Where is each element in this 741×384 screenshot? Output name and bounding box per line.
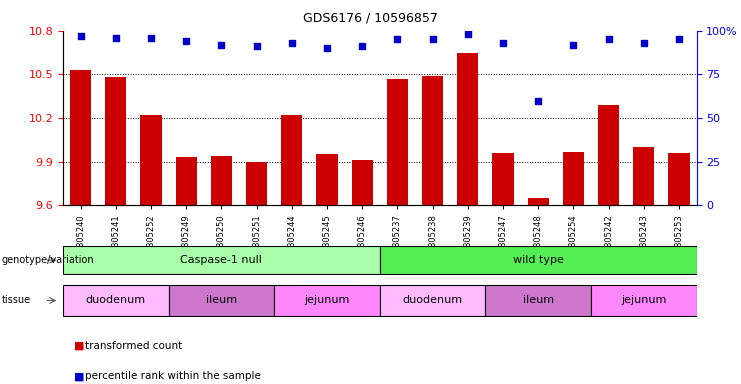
Text: Caspase-1 null: Caspase-1 null: [181, 255, 262, 265]
Text: percentile rank within the sample: percentile rank within the sample: [85, 371, 261, 381]
Bar: [168, 285, 274, 316]
Bar: [351, 160, 373, 205]
Bar: [176, 157, 197, 205]
Bar: [63, 247, 379, 274]
Point: [427, 36, 439, 43]
Point: [391, 36, 403, 43]
Point: [673, 36, 685, 43]
Point: [250, 43, 262, 50]
Bar: [379, 247, 697, 274]
Bar: [246, 162, 267, 205]
Text: jejunum: jejunum: [305, 295, 350, 306]
Point: [532, 98, 544, 104]
Bar: [562, 152, 584, 205]
Bar: [105, 77, 126, 205]
Point: [75, 33, 87, 39]
Point: [145, 35, 157, 41]
Bar: [281, 115, 302, 205]
Text: transformed count: transformed count: [85, 341, 182, 351]
Bar: [528, 198, 548, 205]
Point: [180, 38, 192, 44]
Bar: [598, 105, 619, 205]
Text: ileum: ileum: [522, 295, 554, 306]
Point: [356, 43, 368, 50]
Bar: [492, 153, 514, 205]
Text: duodenum: duodenum: [86, 295, 146, 306]
Text: tissue: tissue: [1, 295, 30, 306]
Point: [216, 41, 227, 48]
Bar: [633, 147, 654, 205]
Point: [497, 40, 509, 46]
Bar: [457, 53, 478, 205]
Text: wild type: wild type: [513, 255, 564, 265]
Bar: [591, 285, 697, 316]
Bar: [70, 70, 91, 205]
Bar: [210, 156, 232, 205]
Point: [602, 36, 614, 43]
Point: [321, 45, 333, 51]
Bar: [379, 285, 485, 316]
Point: [462, 31, 473, 37]
Bar: [274, 285, 379, 316]
Text: jejunum: jejunum: [621, 295, 666, 306]
Point: [638, 40, 650, 46]
Text: ■: ■: [74, 371, 84, 381]
Bar: [668, 153, 689, 205]
Bar: [63, 285, 169, 316]
Point: [286, 40, 298, 46]
Text: ■: ■: [74, 341, 84, 351]
Point: [110, 35, 122, 41]
Bar: [485, 285, 591, 316]
Bar: [141, 115, 162, 205]
Text: genotype/variation: genotype/variation: [1, 255, 94, 265]
Bar: [422, 76, 443, 205]
Text: ileum: ileum: [206, 295, 237, 306]
Text: duodenum: duodenum: [402, 295, 462, 306]
Point: [568, 41, 579, 48]
Text: GDS6176 / 10596857: GDS6176 / 10596857: [303, 12, 438, 25]
Bar: [316, 154, 337, 205]
Bar: [387, 79, 408, 205]
